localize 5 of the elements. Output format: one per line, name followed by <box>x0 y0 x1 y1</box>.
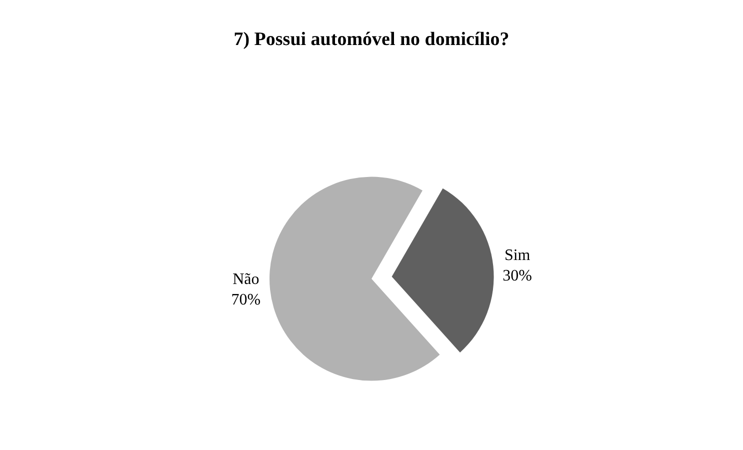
chart-title: 7) Possui automóvel no domicílio? <box>234 28 510 50</box>
data-label: 30% <box>502 268 532 285</box>
slice-label: Não <box>232 270 260 288</box>
slice-label: Sim <box>504 246 531 264</box>
data-label: 70% <box>231 292 261 309</box>
